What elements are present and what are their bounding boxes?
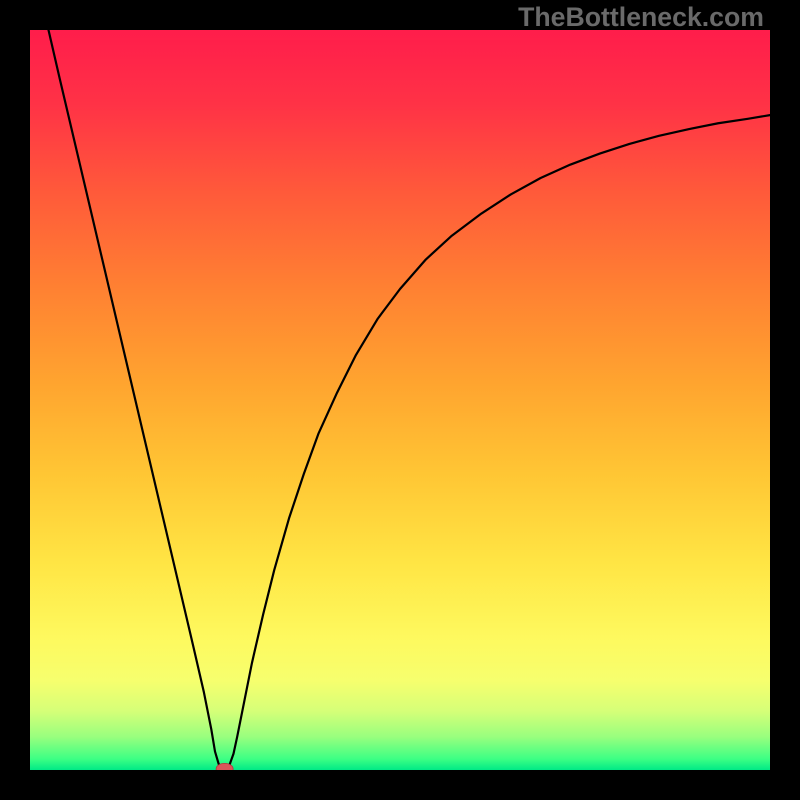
background-gradient: [30, 30, 770, 770]
chart-svg: [0, 0, 800, 800]
watermark-text: TheBottleneck.com: [518, 2, 764, 33]
plot-area: [30, 30, 770, 774]
chart-frame: TheBottleneck.com: [0, 0, 800, 800]
